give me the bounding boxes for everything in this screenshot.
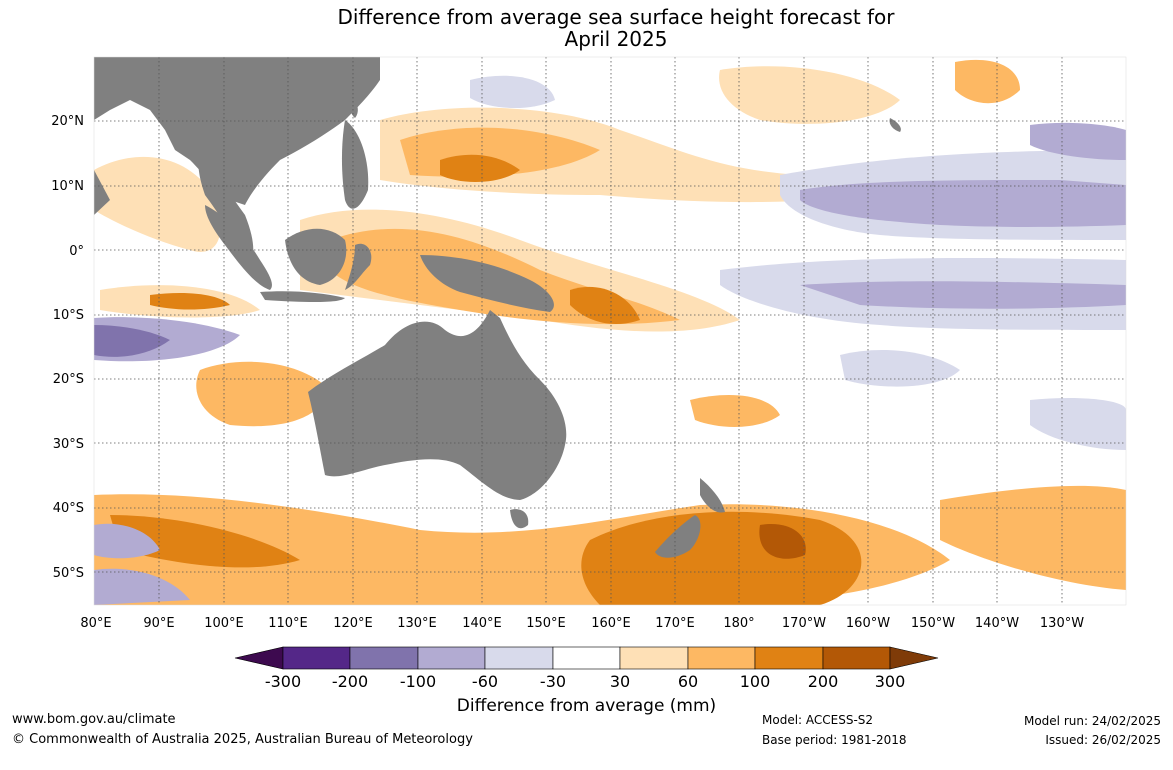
colorbar-label: -30 (540, 672, 566, 691)
anomaly-patch-indian-ocean-south-dark (94, 325, 170, 357)
land-tasmania (510, 509, 529, 529)
anomaly-patch-pacific-south-equator-core (800, 281, 1126, 309)
negative-anomaly-layer (94, 75, 1126, 605)
x-tick-label: 120°E (333, 616, 373, 631)
x-tick-label: 140°E (462, 616, 502, 631)
colorbar-label: -60 (472, 672, 498, 691)
colorbar-label: 300 (875, 672, 906, 691)
colorbar-label: -300 (265, 672, 301, 691)
land-sumatra (205, 205, 272, 290)
anomaly-patch-north-small (470, 75, 555, 109)
x-tick-label: 160°W (846, 616, 890, 631)
colorbar-segment (687, 646, 756, 670)
colorbar-segment (484, 646, 554, 670)
anomaly-patch-indian-ocean-core (150, 293, 230, 310)
colorbar-max-arrow (889, 646, 939, 670)
colorbar-label: 60 (678, 672, 698, 691)
website-link[interactable]: www.bom.gov.au/climate (12, 712, 176, 727)
anomaly-patch-southwest-2 (94, 568, 190, 605)
land-hawaii (889, 118, 901, 132)
land-layer (94, 57, 901, 558)
colorbar-label: 200 (808, 672, 839, 691)
x-tick-label: 150°E (526, 616, 566, 631)
base-period: Base period: 1981-2018 (762, 733, 907, 747)
anomaly-patch-north-pacific-dark (440, 154, 520, 182)
colorbar-segment (619, 646, 689, 670)
land-java (260, 291, 345, 303)
y-tick-label: 20°N (51, 114, 84, 129)
colorbar-segment (552, 646, 621, 670)
anomaly-patch-west-pacific (94, 156, 221, 252)
title-line-1: Difference from average sea surface heig… (337, 5, 895, 29)
anomaly-patch-south-central (840, 350, 960, 387)
colorbar-segment (417, 646, 486, 670)
y-tick-label: 30°S (53, 437, 84, 452)
x-tick-label: 170°W (782, 616, 826, 631)
issued-date: Issued: 26/02/2025 (1045, 733, 1161, 747)
anomaly-patch-equatorial-pacific-east-core (800, 180, 1126, 227)
land-new-zealand-north (700, 478, 725, 513)
y-axis: 20°N 10°N 0° 10°S 20°S 30°S 40°S 50°S (51, 114, 84, 581)
colorbar-label: 30 (610, 672, 630, 691)
land-asia (94, 57, 380, 205)
anomaly-patch-southeast-pacific (940, 485, 1126, 590)
anomaly-patch-north-east-band (1030, 122, 1126, 160)
map-title: Difference from average sea surface heig… (0, 6, 1173, 50)
land-philippines (341, 120, 369, 209)
x-tick-label: 170°E (655, 616, 695, 631)
copyright-text: © Commonwealth of Australia 2025, Austra… (12, 732, 473, 747)
land-borneo (285, 228, 347, 285)
graticule (94, 57, 1126, 605)
y-tick-label: 10°N (51, 179, 84, 194)
x-tick-label: 110°E (268, 616, 308, 631)
colorbar-label: 100 (740, 672, 771, 691)
x-tick-label: 180° (723, 616, 754, 631)
x-tick-label: 160°E (591, 616, 631, 631)
colorbar-segment (282, 646, 351, 670)
land-japan-tip (351, 57, 370, 80)
x-tick-label: 100°E (204, 616, 244, 631)
land-new-zealand-south (655, 515, 701, 558)
colorbar-segment (822, 646, 891, 670)
anomaly-patch-central (690, 395, 780, 427)
x-axis: 80°E 90°E 100°E 110°E 120°E 130°E 140°E … (80, 616, 1084, 631)
colorbar-title: Difference from average (mm) (456, 696, 717, 716)
colorbar-min-arrow (234, 646, 284, 670)
y-tick-label: 50°S (53, 566, 84, 581)
colorbar-segment (754, 646, 824, 670)
colorbar-label: -200 (332, 672, 368, 691)
x-tick-label: 140°W (975, 616, 1019, 631)
colorbar: -300 -200 -100 -60 -30 30 60 100 200 300 (234, 646, 939, 691)
title-line-2: April 2025 (564, 27, 668, 51)
colorbar-segment (349, 646, 419, 670)
land-australia (308, 310, 567, 500)
model-run-date: Model run: 24/02/2025 (1023, 714, 1161, 728)
land-sulawesi (345, 243, 372, 290)
anomaly-patch-southern-ocean-core (110, 515, 300, 568)
anomaly-patch-tasman-dark (759, 524, 806, 559)
anomaly-patch-southeast-pacific-purple (1030, 398, 1126, 450)
anomaly-patch-north-central (719, 66, 900, 124)
land-india-tip (94, 170, 110, 215)
x-tick-label: 150°W (911, 616, 955, 631)
anomaly-patch-southwest (94, 523, 160, 559)
x-tick-label: 90°E (143, 616, 174, 631)
anomaly-patch-west-australia (196, 361, 330, 427)
colorbar-label: -100 (400, 672, 436, 691)
y-tick-label: 0° (69, 244, 84, 259)
map-frame (93, 56, 1127, 606)
model-name: Model: ACCESS-S2 (762, 713, 874, 727)
y-tick-label: 20°S (53, 372, 84, 387)
land-taiwan (350, 100, 358, 118)
y-tick-label: 40°S (53, 501, 84, 516)
map-area (94, 57, 1126, 605)
anomaly-patch-north-east (955, 59, 1020, 104)
x-tick-label: 130°W (1040, 616, 1084, 631)
y-tick-label: 10°S (53, 308, 84, 323)
x-tick-label: 80°E (80, 616, 111, 631)
x-tick-label: 130°E (397, 616, 437, 631)
land-new-guinea (420, 255, 554, 312)
